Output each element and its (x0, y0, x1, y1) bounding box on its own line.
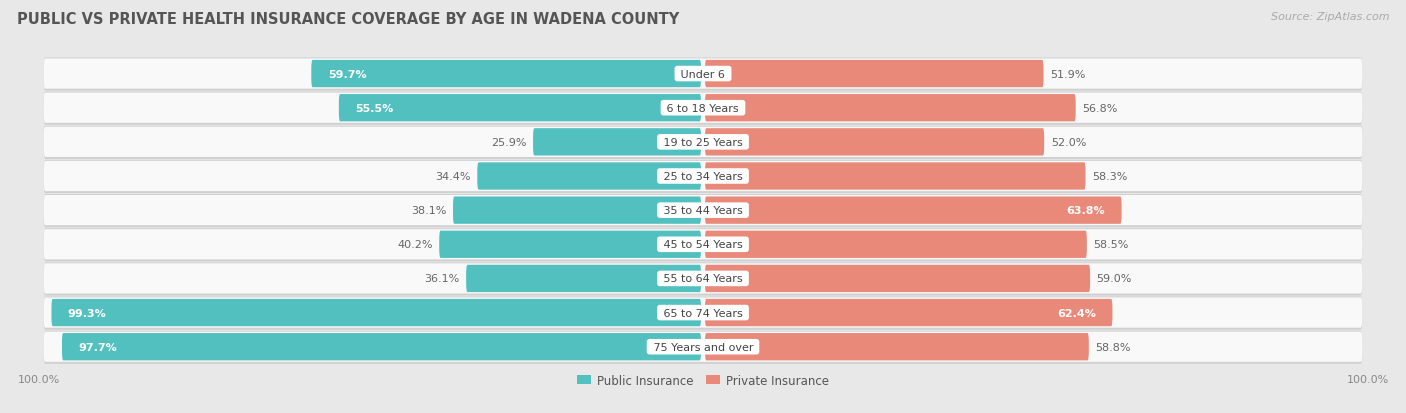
FancyBboxPatch shape (704, 95, 1076, 122)
Text: 100.0%: 100.0% (1347, 374, 1389, 384)
FancyBboxPatch shape (704, 265, 1090, 292)
FancyBboxPatch shape (339, 95, 702, 122)
FancyBboxPatch shape (44, 332, 1362, 362)
FancyBboxPatch shape (44, 298, 1362, 328)
Text: 38.1%: 38.1% (411, 206, 447, 216)
FancyBboxPatch shape (704, 197, 1122, 224)
FancyBboxPatch shape (477, 163, 702, 190)
Text: 55.5%: 55.5% (356, 103, 394, 114)
FancyBboxPatch shape (439, 231, 702, 258)
FancyBboxPatch shape (44, 128, 1362, 158)
Text: 58.3%: 58.3% (1092, 171, 1128, 182)
FancyBboxPatch shape (44, 297, 1362, 330)
Text: 6 to 18 Years: 6 to 18 Years (664, 103, 742, 114)
Text: 63.8%: 63.8% (1067, 206, 1105, 216)
FancyBboxPatch shape (44, 229, 1362, 262)
FancyBboxPatch shape (704, 333, 1088, 361)
Text: Source: ZipAtlas.com: Source: ZipAtlas.com (1271, 12, 1389, 22)
Text: 35 to 44 Years: 35 to 44 Years (659, 206, 747, 216)
Text: 55 to 64 Years: 55 to 64 Years (659, 274, 747, 284)
Text: 56.8%: 56.8% (1083, 103, 1118, 114)
Text: 36.1%: 36.1% (425, 274, 460, 284)
FancyBboxPatch shape (44, 230, 1362, 260)
FancyBboxPatch shape (52, 299, 702, 326)
Text: 59.7%: 59.7% (328, 69, 367, 79)
FancyBboxPatch shape (311, 61, 702, 88)
Text: 99.3%: 99.3% (67, 308, 107, 318)
Text: 19 to 25 Years: 19 to 25 Years (659, 138, 747, 147)
FancyBboxPatch shape (44, 161, 1362, 194)
Text: 58.5%: 58.5% (1094, 240, 1129, 250)
FancyBboxPatch shape (44, 263, 1362, 294)
FancyBboxPatch shape (44, 126, 1362, 159)
FancyBboxPatch shape (704, 231, 1087, 258)
Text: 58.8%: 58.8% (1095, 342, 1130, 352)
FancyBboxPatch shape (704, 299, 1112, 326)
FancyBboxPatch shape (704, 129, 1045, 156)
FancyBboxPatch shape (44, 93, 1362, 126)
FancyBboxPatch shape (44, 263, 1362, 296)
FancyBboxPatch shape (62, 333, 702, 361)
Text: 75 Years and over: 75 Years and over (650, 342, 756, 352)
FancyBboxPatch shape (467, 265, 702, 292)
Text: 34.4%: 34.4% (436, 171, 471, 182)
Text: 52.0%: 52.0% (1050, 138, 1085, 147)
Text: 62.4%: 62.4% (1057, 308, 1097, 318)
FancyBboxPatch shape (453, 197, 702, 224)
Text: 51.9%: 51.9% (1050, 69, 1085, 79)
FancyBboxPatch shape (704, 163, 1085, 190)
FancyBboxPatch shape (44, 58, 1362, 91)
Text: 97.7%: 97.7% (79, 342, 117, 352)
Text: Under 6: Under 6 (678, 69, 728, 79)
FancyBboxPatch shape (44, 331, 1362, 364)
Text: 65 to 74 Years: 65 to 74 Years (659, 308, 747, 318)
Text: 40.2%: 40.2% (396, 240, 433, 250)
FancyBboxPatch shape (44, 195, 1362, 226)
FancyBboxPatch shape (44, 59, 1362, 90)
Text: 100.0%: 100.0% (17, 374, 59, 384)
Legend: Public Insurance, Private Insurance: Public Insurance, Private Insurance (572, 369, 834, 392)
FancyBboxPatch shape (44, 93, 1362, 123)
FancyBboxPatch shape (44, 161, 1362, 192)
Text: 45 to 54 Years: 45 to 54 Years (659, 240, 747, 250)
Text: 59.0%: 59.0% (1097, 274, 1132, 284)
Text: 25 to 34 Years: 25 to 34 Years (659, 171, 747, 182)
FancyBboxPatch shape (704, 61, 1043, 88)
FancyBboxPatch shape (44, 195, 1362, 228)
Text: PUBLIC VS PRIVATE HEALTH INSURANCE COVERAGE BY AGE IN WADENA COUNTY: PUBLIC VS PRIVATE HEALTH INSURANCE COVER… (17, 12, 679, 27)
Text: 25.9%: 25.9% (491, 138, 526, 147)
FancyBboxPatch shape (533, 129, 702, 156)
